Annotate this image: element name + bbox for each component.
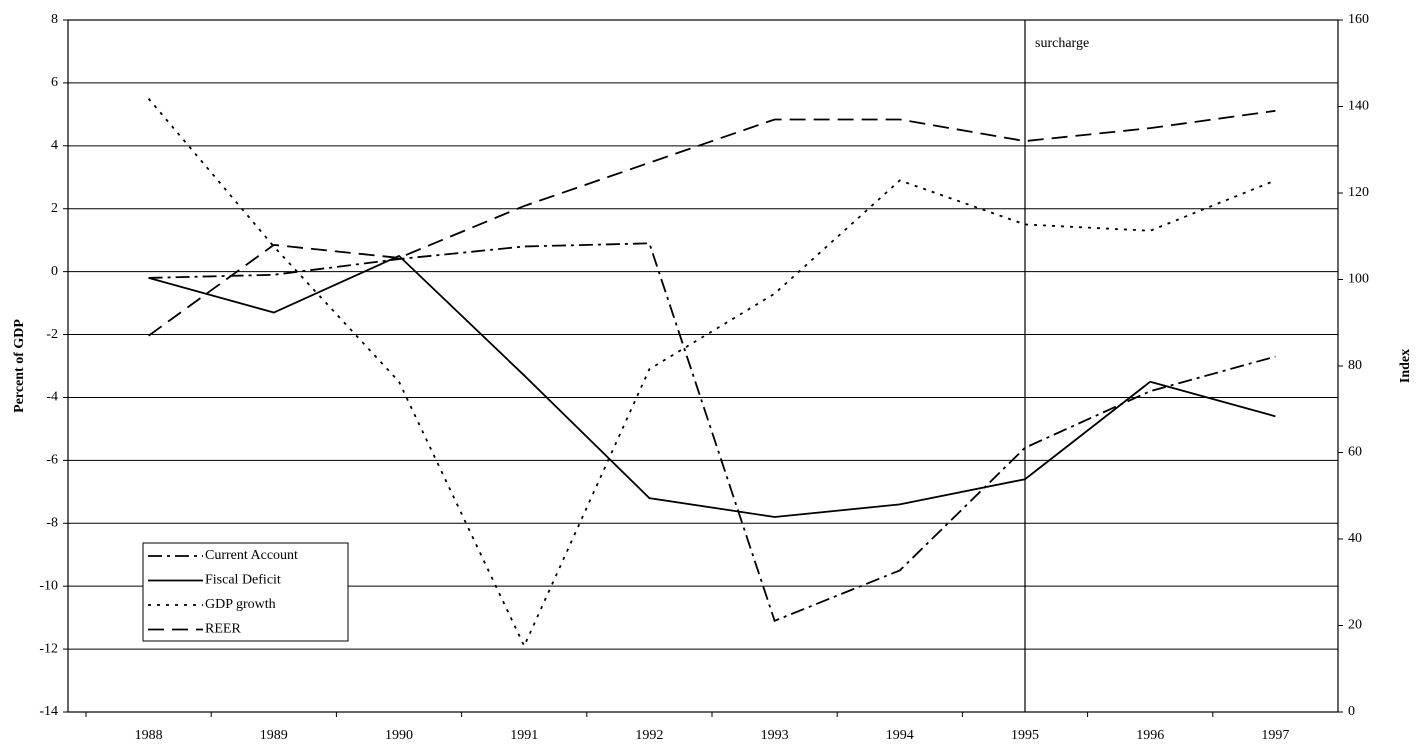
x-tick-label: 1993 [761,728,789,743]
y-tick-label: -10 [39,578,58,593]
y2-axis-title: Index [1398,349,1413,383]
y-tick-label: -14 [39,704,58,719]
y-tick-label: 4 [51,138,58,153]
y2-tick-label: 40 [1348,531,1362,546]
legend-box [142,542,349,642]
y-tick-label: 8 [51,12,58,27]
x-tick-label: 1995 [1011,728,1039,743]
y2-tick-label: 20 [1348,618,1362,633]
x-tick-label: 1988 [135,728,163,743]
y-tick-label: -8 [46,515,58,530]
annotation: surcharge [1035,36,1089,51]
y2-tick-label: 100 [1348,272,1369,287]
series-line [148,254,1276,518]
plot-frame [67,19,1339,713]
y2-tick-label: 120 [1348,185,1369,200]
series-line [148,109,1276,337]
x-tick-label: 1991 [510,728,538,743]
y-tick-label: -12 [39,641,58,656]
y-tick-label: 2 [51,201,58,216]
y2-tick-label: 0 [1348,704,1355,719]
legend-label: Fiscal Deficit [205,573,281,588]
x-tick-label: 1994 [886,728,914,743]
x-tick-label: 1996 [1136,728,1164,743]
y-tick-label: 6 [51,75,58,90]
y-tick-label: -6 [46,453,58,468]
x-tick-label: 1990 [385,728,413,743]
y-tick-label: 0 [51,264,58,279]
y2-tick-label: 60 [1348,445,1362,460]
y2-tick-label: 160 [1348,12,1369,27]
y2-tick-label: 80 [1348,358,1362,373]
legend-label: Current Account [205,548,298,563]
y2-tick-label: 140 [1348,99,1369,114]
legend-label: GDP growth [205,597,276,612]
series-line [148,242,1276,622]
x-tick-label: 1992 [635,728,663,743]
legend: Current Account Fiscal Deficit GDP growth R… [142,542,349,642]
y-tick-label: -2 [46,327,58,342]
y-tick-label: -4 [46,390,58,405]
x-tick-label: 1989 [260,728,288,743]
y-axis-title: Percent of GDP [12,319,27,413]
x-tick-label: 1997 [1261,728,1289,743]
legend-label: REER [205,622,241,637]
